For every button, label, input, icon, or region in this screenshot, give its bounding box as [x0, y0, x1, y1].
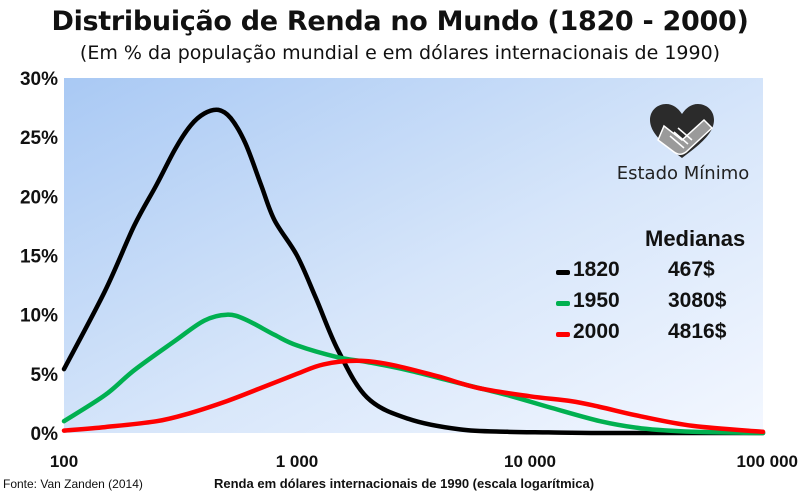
chart-title: Distribuição de Renda no Mundo (1820 - 2… — [51, 6, 749, 37]
y-axis: 0% 5% 10% 15% 20% 25% 30% — [20, 69, 58, 445]
y-tick-label: 20% — [20, 187, 58, 208]
x-axis: 100 1 000 10 000 100 000 — [50, 452, 798, 471]
y-tick-label: 5% — [31, 365, 59, 386]
x-tick-label: 10 000 — [504, 452, 556, 471]
legend-entry-2000: 2000 4816$ — [556, 320, 756, 348]
x-tick-label: 100 000 — [737, 452, 798, 471]
source-note: Fonte: Van Zanden (2014) — [3, 477, 143, 491]
legend-median: 467$ — [668, 258, 715, 281]
legend-swatch — [556, 332, 570, 337]
legend-swatch — [556, 270, 570, 275]
legend-year: 2000 — [573, 320, 620, 343]
legend-median: 4816$ — [668, 320, 727, 343]
y-tick-label: 25% — [20, 128, 58, 149]
y-tick-label: 30% — [20, 69, 58, 90]
legend-entry-1820: 1820 467$ — [556, 258, 756, 286]
series-line-1820 — [61, 107, 766, 436]
legend-year: 1820 — [573, 258, 620, 281]
y-tick-label: 10% — [20, 306, 58, 327]
x-tick-label: 100 — [50, 452, 78, 471]
legend-title: Medianas — [645, 226, 746, 251]
legend-median: 3080$ — [668, 289, 727, 312]
series-line-1950 — [61, 312, 766, 436]
legend-entry-1950: 1950 3080$ — [556, 289, 756, 317]
y-tick-label: 0% — [31, 424, 59, 445]
brand-name: Estado Mínimo — [616, 163, 750, 184]
y-tick-label: 15% — [20, 247, 58, 268]
legend-year: 1950 — [573, 289, 620, 312]
series-line-2000 — [61, 358, 766, 435]
legend-swatch — [556, 301, 570, 306]
x-axis-label: Renda em dólares internacionais de 1990 … — [214, 476, 595, 491]
handshake-heart-icon — [650, 104, 714, 158]
chart-subtitle: (Em % da população mundial e em dólares … — [79, 42, 721, 64]
x-tick-label: 1 000 — [276, 452, 319, 471]
series-lines — [61, 107, 766, 436]
